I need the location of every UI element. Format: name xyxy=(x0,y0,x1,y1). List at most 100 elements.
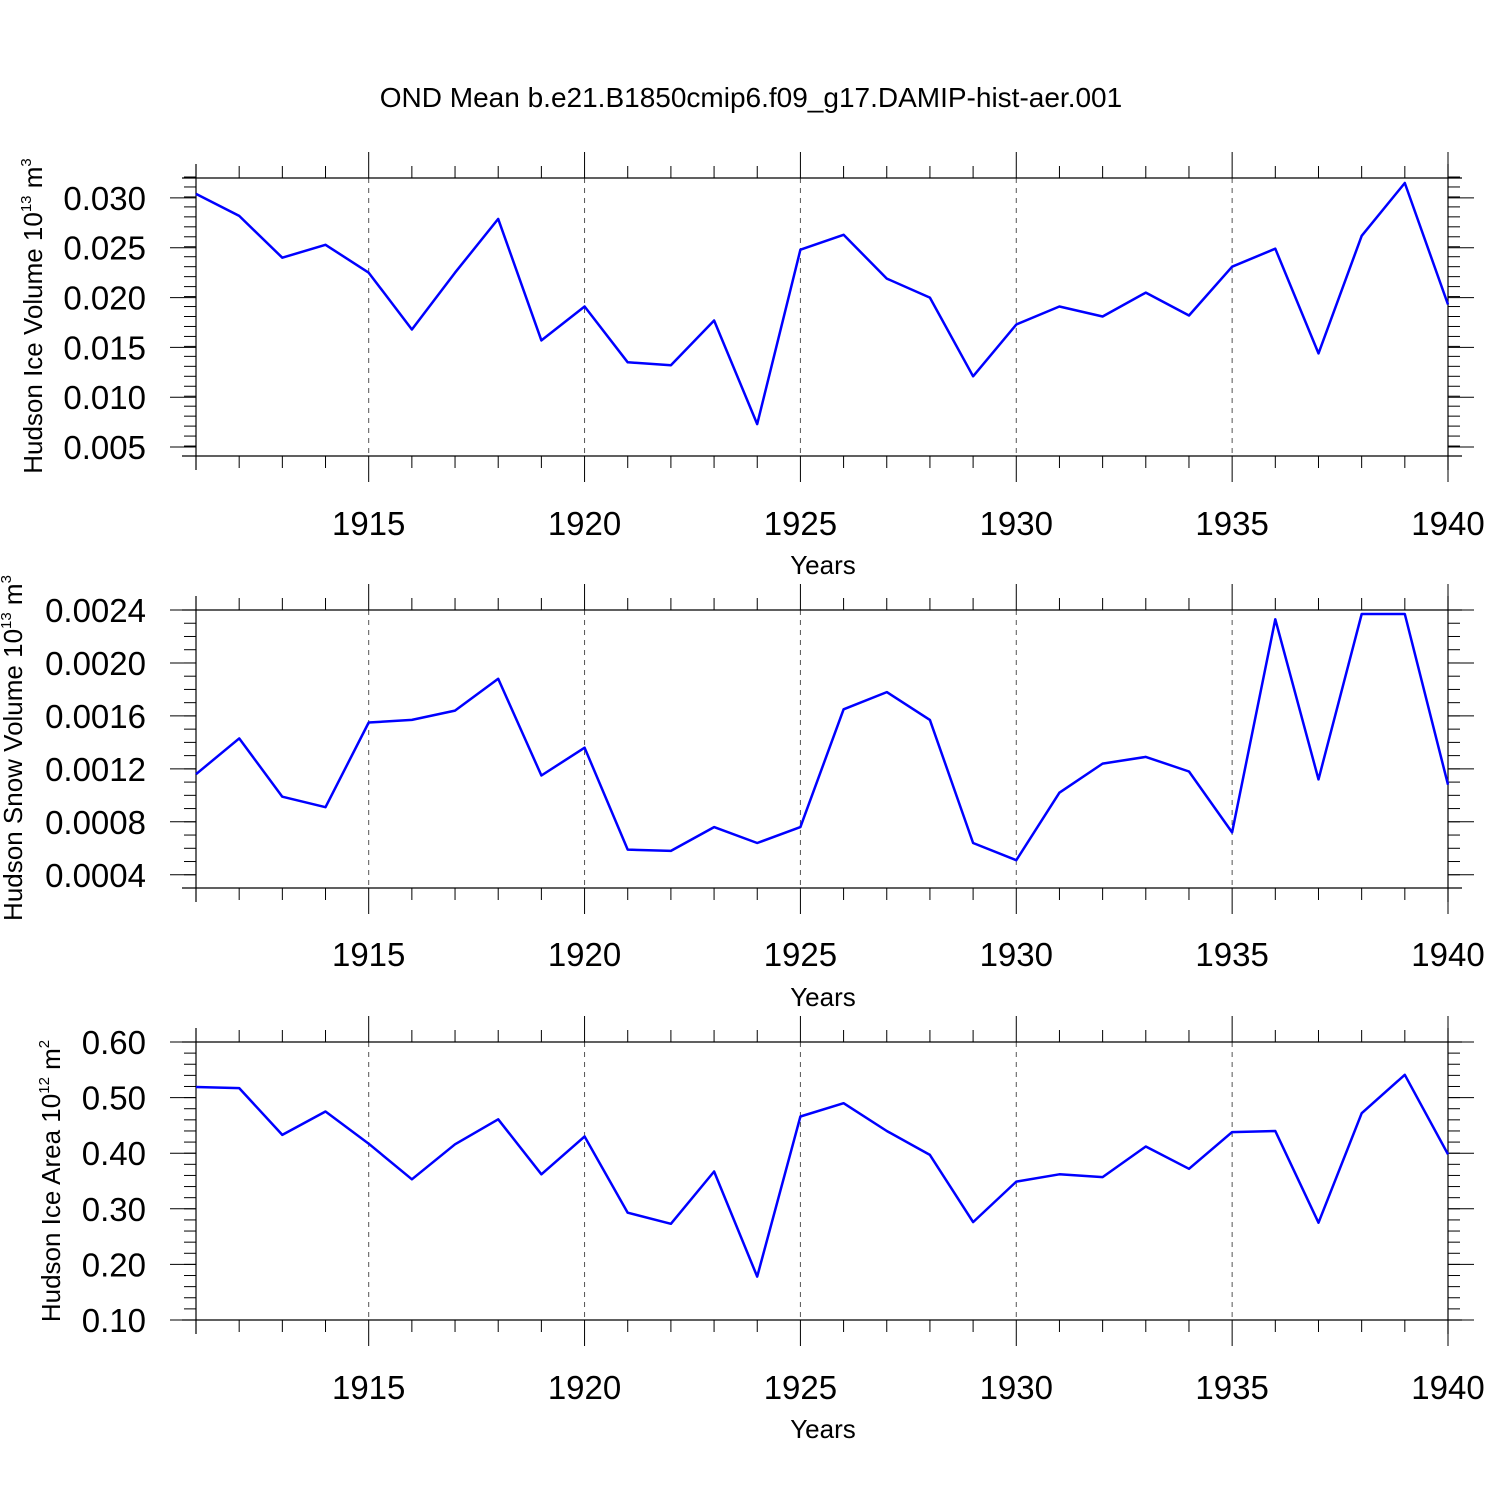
y-tick-label: 0.30 xyxy=(82,1191,146,1228)
data-point xyxy=(324,1110,328,1114)
x-tick-label: 1925 xyxy=(764,505,837,542)
data-point xyxy=(280,1133,284,1137)
data-point xyxy=(1360,1111,1364,1115)
data-point xyxy=(1101,1175,1105,1179)
x-tick-label: 1925 xyxy=(764,936,837,973)
data-point xyxy=(496,1117,500,1121)
data-point xyxy=(324,243,328,247)
data-point xyxy=(755,841,759,845)
data-point xyxy=(669,363,673,367)
data-point xyxy=(712,1170,716,1174)
panel-snow-volume: 1915 1920 1925 1930 1935 1940 0.0004 0.0008 0.00… xyxy=(0,575,1485,1012)
data-point xyxy=(1230,1130,1234,1134)
data-point xyxy=(583,305,587,309)
data-point xyxy=(324,805,328,809)
data-point xyxy=(669,849,673,853)
data-point xyxy=(1057,1172,1061,1176)
data-point xyxy=(453,1142,457,1146)
y-tick-label: 0.40 xyxy=(82,1135,146,1172)
data-point xyxy=(453,271,457,275)
figure-title: OND Mean b.e21.B1850cmip6.f09_g17.DAMIP-… xyxy=(380,82,1122,113)
y-tick-label: 0.20 xyxy=(82,1246,146,1283)
data-point xyxy=(496,677,500,681)
x-tick-label: 1915 xyxy=(332,505,405,542)
data-point xyxy=(1187,770,1191,774)
y-axis-title: Hudson Snow Volume 1013 m3 xyxy=(0,575,28,921)
data-point xyxy=(885,690,889,694)
data-point xyxy=(755,422,759,426)
x-tick-label: 1935 xyxy=(1195,936,1268,973)
data-point xyxy=(583,746,587,750)
x-axis-title: Years xyxy=(790,982,856,1012)
data-point xyxy=(1316,1221,1320,1225)
data-point xyxy=(280,256,284,260)
data-point xyxy=(842,1101,846,1105)
data-point xyxy=(1403,181,1407,185)
data-point xyxy=(410,718,414,722)
x-tick-label: 1920 xyxy=(548,936,621,973)
x-tick-label: 1930 xyxy=(980,936,1053,973)
data-point xyxy=(1144,291,1148,295)
data-series-line xyxy=(195,1073,1450,1278)
x-tick-label: 1920 xyxy=(548,505,621,542)
data-point xyxy=(410,327,414,331)
data-point xyxy=(928,1153,932,1157)
y-tick-label: 0.50 xyxy=(82,1080,146,1117)
y-tick-label: 0.0016 xyxy=(45,698,146,735)
data-point xyxy=(626,848,630,852)
x-axis-title: Years xyxy=(790,550,856,580)
data-point xyxy=(1403,612,1407,616)
y-tick-label: 0.030 xyxy=(63,180,146,217)
data-point xyxy=(971,841,975,845)
y-axis-title: Hudson Ice Volume 1013 m3 xyxy=(18,158,48,474)
y-tick-label: 0.0012 xyxy=(45,751,146,788)
y-axis-title: Hudson Ice Area 1012 m2 xyxy=(36,1040,66,1322)
data-point xyxy=(1187,1167,1191,1171)
data-point xyxy=(1101,315,1105,319)
data-point xyxy=(453,709,457,713)
data-point xyxy=(712,825,716,829)
data-point xyxy=(1273,247,1277,251)
x-tick-label: 1940 xyxy=(1411,1369,1484,1406)
data-point xyxy=(798,825,802,829)
data-point xyxy=(1273,617,1277,621)
data-point xyxy=(1144,1145,1148,1149)
data-point xyxy=(237,214,241,218)
data-point xyxy=(1144,755,1148,759)
y-tick-label: 0.0008 xyxy=(45,804,146,841)
data-point xyxy=(1360,612,1364,616)
x-tick-label: 1925 xyxy=(764,1369,837,1406)
x-axis-title: Years xyxy=(790,1414,856,1444)
panel-ice-volume: 1915 1920 1925 1930 1935 1940 0.005 0.010 0.015 0… xyxy=(18,152,1485,580)
x-tick-label: 1935 xyxy=(1195,505,1268,542)
data-point xyxy=(928,718,932,722)
data-point xyxy=(1014,858,1018,862)
panel-ice-area: 1915 1920 1925 1930 1935 1940 0.10 0.20 0.30 0.40… xyxy=(36,1016,1485,1444)
x-tick-label: 1930 xyxy=(980,505,1053,542)
data-point xyxy=(539,338,543,342)
data-point xyxy=(194,1085,198,1089)
x-tick-label: 1915 xyxy=(332,936,405,973)
data-point xyxy=(798,1115,802,1119)
data-point xyxy=(539,773,543,777)
data-point xyxy=(237,1086,241,1090)
data-point xyxy=(237,736,241,740)
y-tick-label: 0.60 xyxy=(82,1024,146,1061)
data-point xyxy=(410,1177,414,1181)
data-point xyxy=(1446,783,1450,787)
data-point xyxy=(626,1211,630,1215)
data-point xyxy=(1360,234,1364,238)
y-tick-label: 0.005 xyxy=(63,429,146,466)
y-tick-label: 0.0024 xyxy=(45,592,146,629)
x-tick-label: 1920 xyxy=(548,1369,621,1406)
y-tick-label: 0.0004 xyxy=(45,857,146,894)
data-point xyxy=(669,1222,673,1226)
data-point xyxy=(194,772,198,776)
data-point xyxy=(712,318,716,322)
x-tick-label: 1940 xyxy=(1411,936,1484,973)
data-point xyxy=(1446,1152,1450,1156)
x-tick-label: 1940 xyxy=(1411,505,1484,542)
data-point xyxy=(842,233,846,237)
y-tick-label: 0.0020 xyxy=(45,645,146,682)
